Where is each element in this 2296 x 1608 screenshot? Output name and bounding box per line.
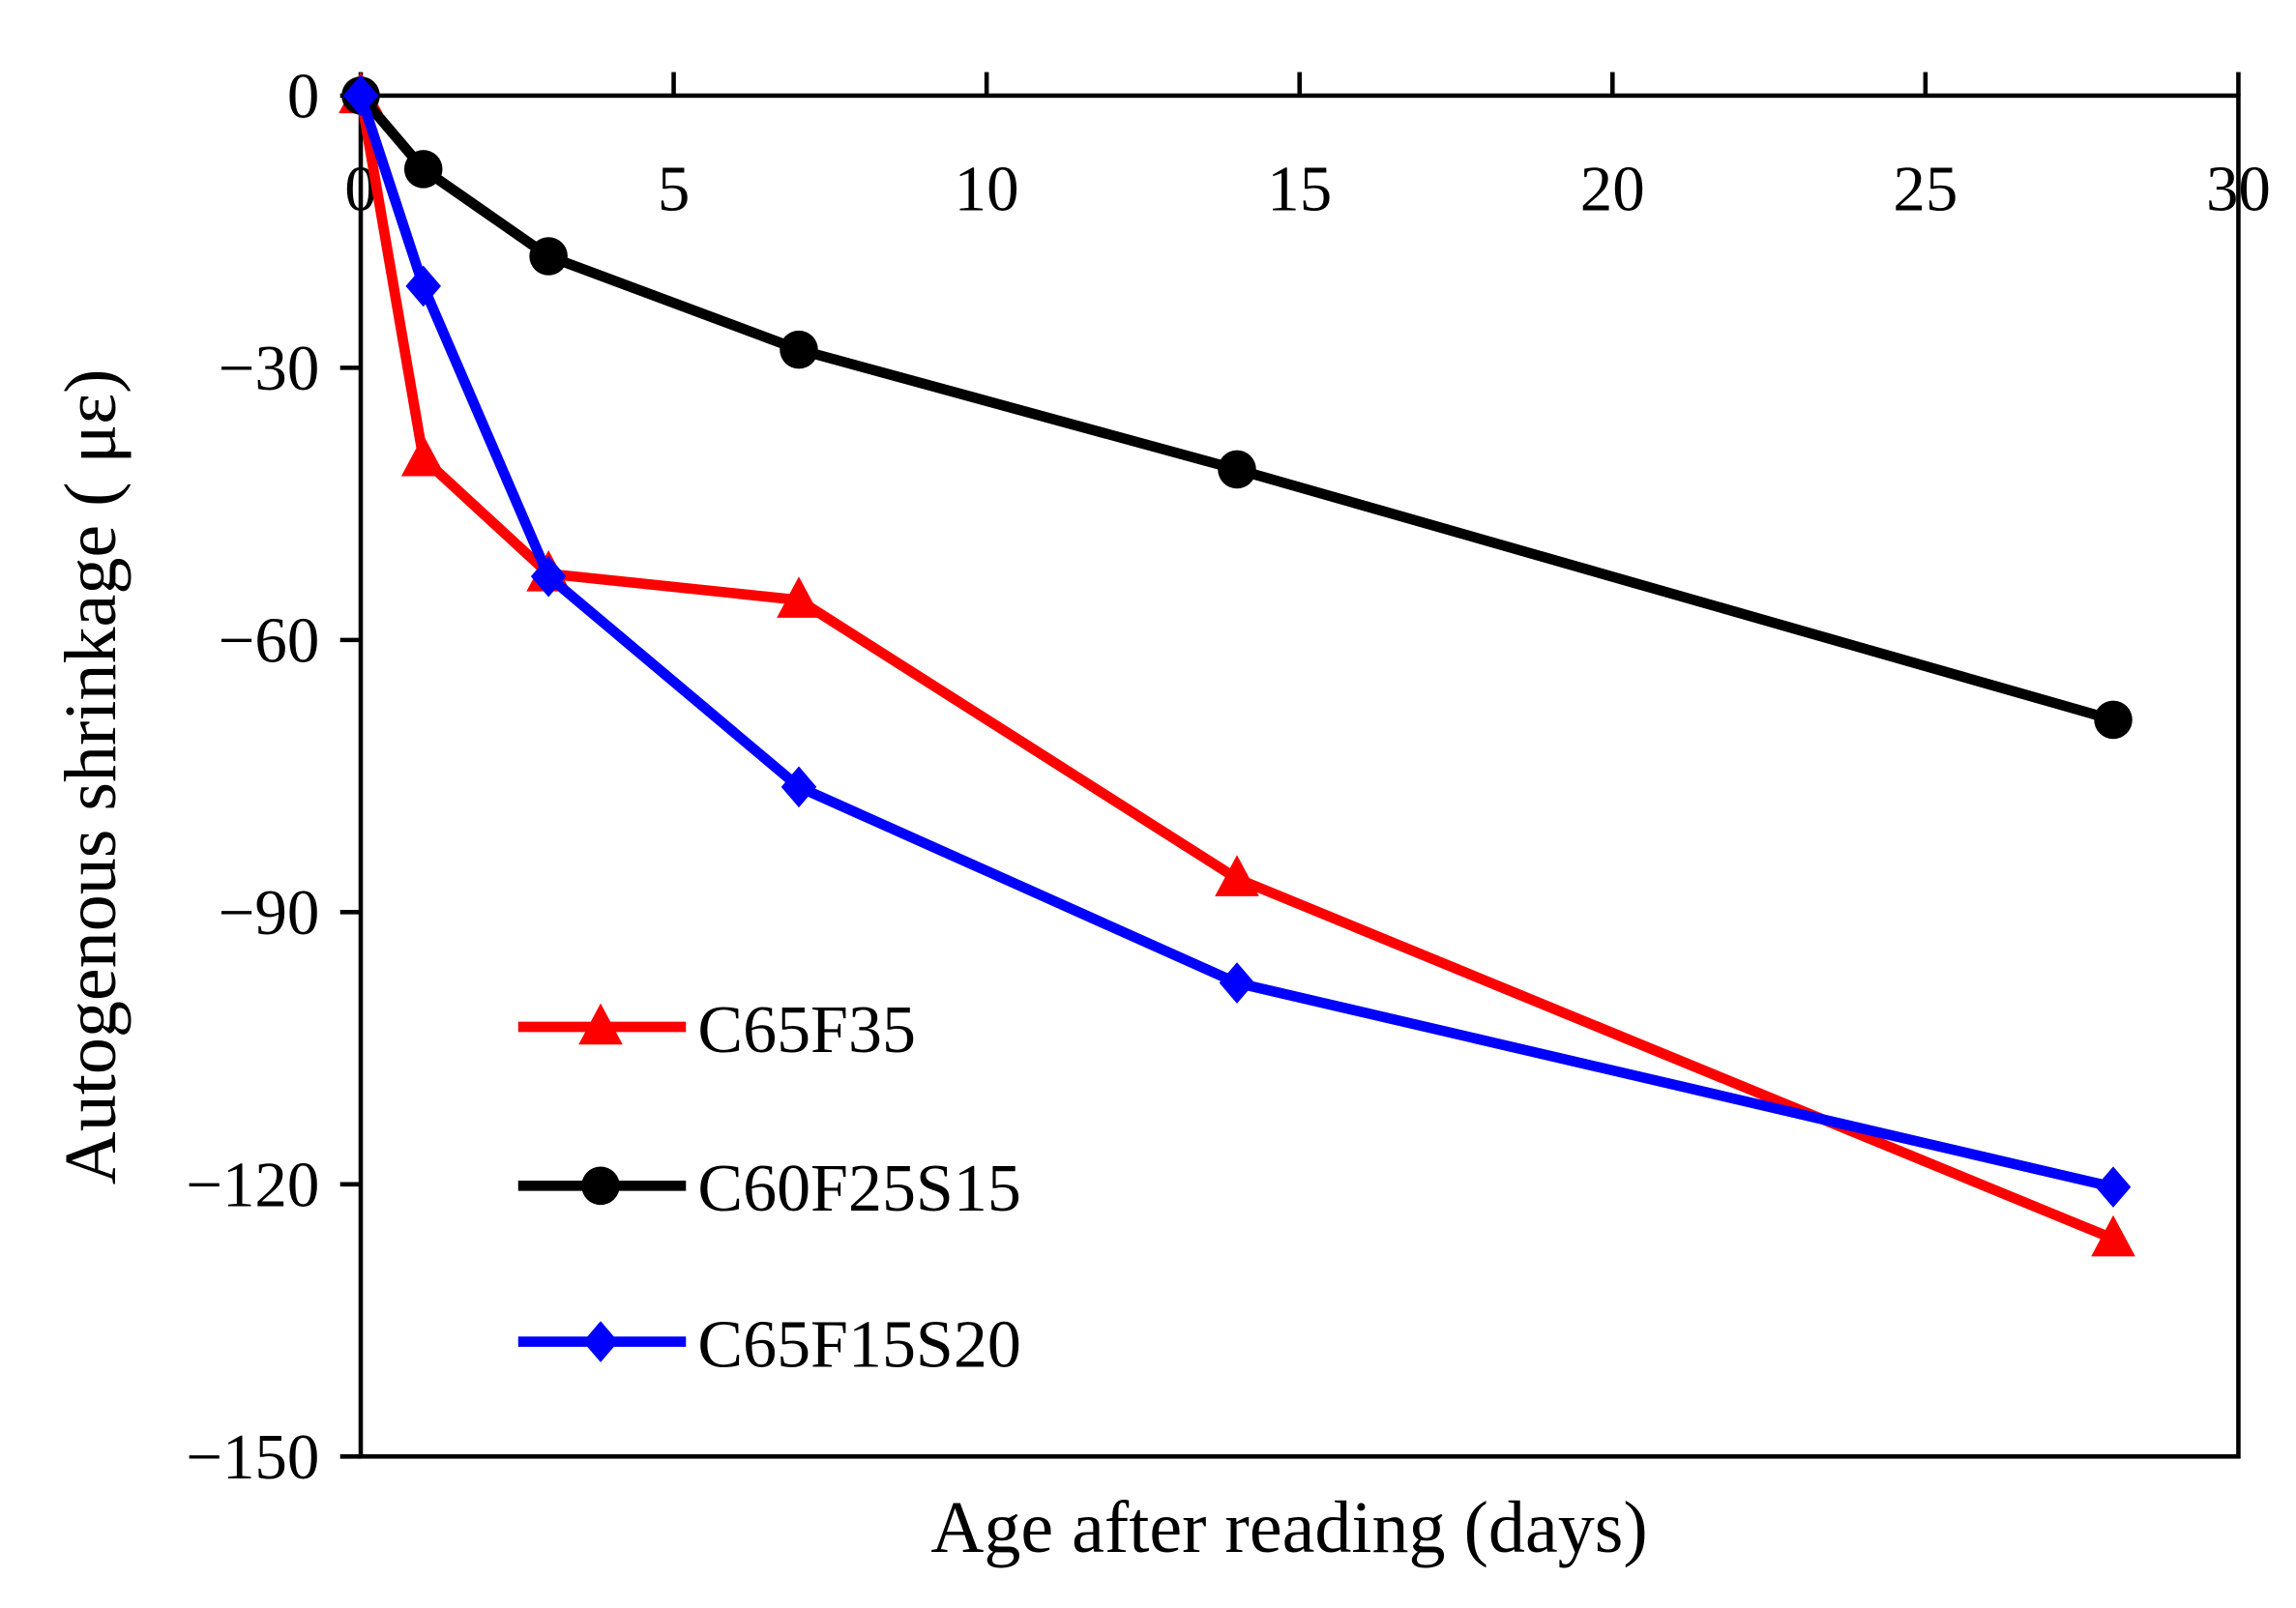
series-line: [356, 92, 2115, 725]
diamond-marker: [780, 766, 817, 808]
legend-item: C60F25S15: [517, 1152, 1021, 1226]
legend-label: C65F15S20: [697, 1307, 1020, 1382]
y-tick-label: −90: [219, 877, 320, 949]
circle-marker: [1218, 450, 1256, 489]
legend-item: C65F15S20: [517, 1307, 1021, 1382]
series-C60F25S15: [341, 76, 2133, 740]
legend: C65F35 C60F25S15 C65F15S20: [517, 993, 1021, 1382]
diamond-marker: [405, 265, 441, 307]
x-tick-label: 10: [955, 154, 1019, 225]
circle-marker: [403, 150, 443, 189]
triangle-marker: [578, 1003, 623, 1045]
x-tick-label: 30: [2206, 154, 2271, 225]
diamond-marker: [582, 1321, 619, 1362]
legend-label: C65F35: [697, 993, 916, 1067]
diamond-marker: [530, 555, 567, 598]
series-group: [339, 72, 2135, 1257]
y-tick-label: −60: [219, 605, 320, 677]
y-ticks: 0 −30 −60 −90 −120 −150: [186, 61, 361, 1493]
plot-frame: [358, 93, 2241, 1459]
diamond-marker: [2095, 1166, 2132, 1208]
y-tick-label: −150: [186, 1421, 319, 1493]
y-tick-label: −120: [186, 1150, 319, 1221]
series-C65F15S20: [342, 74, 2132, 1208]
x-tick-label: 5: [658, 154, 690, 225]
x-tick-label: 15: [1267, 154, 1332, 225]
series-line: [355, 94, 2115, 1192]
diamond-marker: [342, 74, 379, 117]
legend-item: C65F35: [517, 993, 916, 1067]
y-axis-label: Autogenous shrinkage ( με): [50, 368, 132, 1184]
triangle-marker: [400, 434, 446, 477]
series-line: [355, 94, 2116, 1244]
triangle-marker: [2091, 1214, 2135, 1257]
circle-marker: [780, 330, 818, 369]
circle-marker: [2094, 700, 2133, 740]
triangle-marker: [1215, 855, 1259, 896]
legend-label: C60F25S15: [697, 1152, 1020, 1226]
series-C65F35: [339, 72, 2135, 1257]
circle-marker: [581, 1166, 620, 1206]
y-tick-label: 0: [287, 61, 319, 132]
triangle-marker: [777, 576, 821, 618]
circle-marker: [529, 237, 568, 276]
y-tick-label: −30: [219, 333, 320, 404]
x-tick-label: 25: [1893, 154, 1957, 225]
x-tick-label: 20: [1580, 154, 1645, 225]
x-axis-label: Age after reading (days): [930, 1487, 1647, 1568]
diamond-marker: [1219, 962, 1255, 1004]
x-ticks: 0 5 10 15 20 25 30: [344, 72, 2271, 225]
